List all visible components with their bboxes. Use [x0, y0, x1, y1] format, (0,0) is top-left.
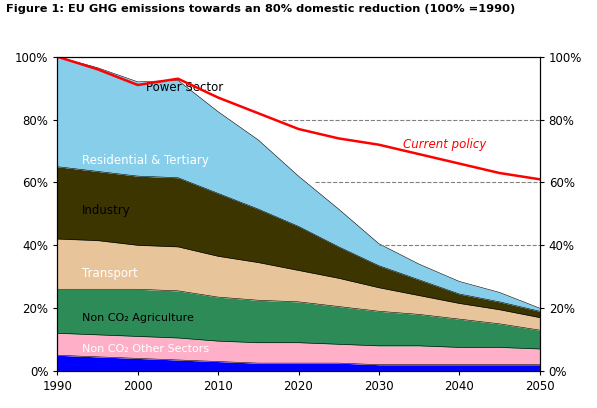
Text: Current policy: Current policy	[403, 138, 487, 151]
Text: Non CO₂ Agriculture: Non CO₂ Agriculture	[82, 313, 193, 323]
Text: Transport: Transport	[82, 267, 137, 280]
Text: Figure 1: EU GHG emissions towards an 80% domestic reduction (100% =1990): Figure 1: EU GHG emissions towards an 80…	[6, 4, 515, 14]
Text: Residential & Tertiary: Residential & Tertiary	[82, 153, 208, 166]
Text: Non CO₂ Other Sectors: Non CO₂ Other Sectors	[82, 344, 208, 354]
Text: Power Sector: Power Sector	[146, 81, 223, 94]
Text: Industry: Industry	[82, 204, 130, 217]
